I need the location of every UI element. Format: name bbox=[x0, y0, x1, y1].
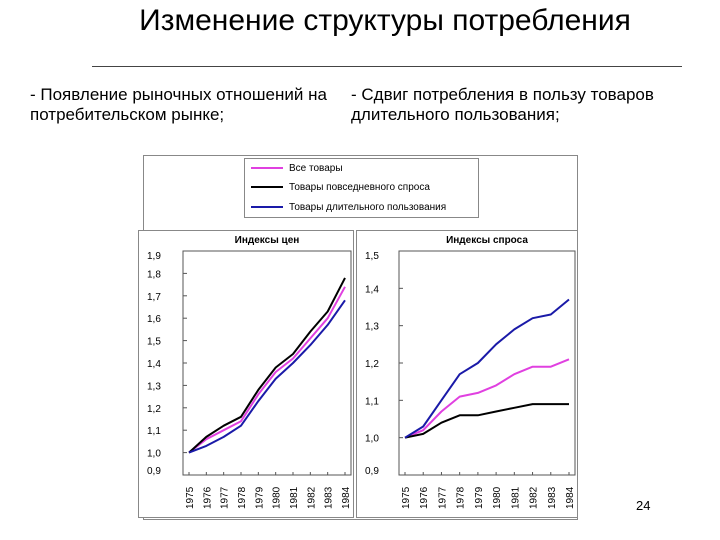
series-line-durable-goods bbox=[404, 298, 570, 439]
legend-label-everyday-goods: Товары повседневного спроса bbox=[289, 181, 430, 193]
legend-swatch-all-goods bbox=[251, 167, 283, 169]
price-index-panel: Индексы цен 0,9 1,0 1,1 1,2 1,3 1,4 1,5 1,6 1,7 1,… bbox=[138, 230, 354, 518]
x-tick-label: 1975 bbox=[185, 486, 196, 509]
x-tick-label: 1977 bbox=[220, 486, 231, 509]
plot-area bbox=[398, 250, 576, 476]
price-index-chart: Индексы цен 0,9 1,0 1,1 1,2 1,3 1,4 1,5 1,6 1,7 1,… bbox=[147, 235, 352, 509]
x-tick-label: 1981 bbox=[289, 486, 300, 509]
y-tick-label: 1,0 bbox=[147, 449, 161, 460]
y-tick-label: 1,3 bbox=[147, 381, 161, 392]
y-tick-label: 1,7 bbox=[147, 292, 161, 303]
x-tick-label: 1981 bbox=[510, 486, 521, 509]
legend-item-everyday-goods: Товары повседневного спроса bbox=[251, 179, 430, 195]
bullet-durable-goods-shift: - Сдвиг потребления в пользу товаров дли… bbox=[351, 85, 654, 124]
x-tick-label: 1979 bbox=[254, 486, 265, 509]
x-tick-label: 1982 bbox=[529, 486, 540, 509]
chart-title: Индексы спроса bbox=[446, 235, 528, 246]
y-tick-label: 1,1 bbox=[147, 426, 161, 437]
y-tick-label: 1,0 bbox=[365, 434, 379, 445]
x-tick-label: 1980 bbox=[492, 486, 503, 509]
demand-index-chart: Индексы спроса 0,9 1,0 1,1 1,2 1,3 1,4 1,5 1975 1… bbox=[365, 235, 576, 509]
legend-label-durable-goods: Товары длительного пользования bbox=[289, 201, 447, 213]
legend-item-all-goods: Все товары bbox=[251, 160, 343, 176]
x-tick-label: 1983 bbox=[324, 486, 335, 509]
chart-legend: Все товары Товары повседневного спроса Т… bbox=[244, 158, 479, 218]
y-tick-label: 1,9 bbox=[147, 251, 161, 262]
x-tick-label: 1978 bbox=[456, 486, 467, 509]
legend-swatch-everyday-goods bbox=[251, 186, 283, 188]
plot-area bbox=[182, 250, 352, 476]
x-tick-label: 1983 bbox=[547, 486, 558, 509]
legend-item-durable-goods: Товары длительного пользования bbox=[251, 199, 446, 215]
y-tick-label: 1,4 bbox=[147, 359, 161, 370]
x-tick-label: 1979 bbox=[474, 486, 485, 509]
demand-index-panel: Индексы спроса 0,9 1,0 1,1 1,2 1,3 1,4 1,5 1975 1… bbox=[356, 230, 578, 518]
x-tick-label: 1984 bbox=[341, 486, 352, 509]
y-tick-label: 1,2 bbox=[365, 359, 379, 370]
series-line-all-goods bbox=[188, 286, 346, 454]
y-tick-label: 1,1 bbox=[365, 396, 379, 407]
series-line-all-goods bbox=[404, 358, 570, 439]
y-tick-label: 1,3 bbox=[365, 322, 379, 333]
title-divider bbox=[92, 66, 682, 67]
y-tick-label: 1,2 bbox=[147, 404, 161, 415]
y-tick-label: 1,5 bbox=[147, 337, 161, 348]
x-tick-label: 1976 bbox=[419, 486, 430, 509]
y-tick-label: 1,6 bbox=[147, 314, 161, 325]
bullet-market-relations: - Появление рыночных отношений на потреб… bbox=[30, 85, 327, 124]
series-line-everyday-goods bbox=[404, 403, 569, 439]
page-number: 24 bbox=[636, 498, 651, 513]
slide-title: Изменение структуры потребления bbox=[139, 4, 631, 37]
chart-title: Индексы цен bbox=[235, 235, 300, 246]
y-tick-label: 0,9 bbox=[147, 466, 161, 477]
legend-swatch-durable-goods bbox=[251, 206, 283, 208]
y-tick-label: 1,8 bbox=[147, 269, 161, 280]
x-tick-label: 1980 bbox=[272, 486, 283, 509]
series-line-durable-goods bbox=[188, 299, 346, 454]
x-tick-label: 1984 bbox=[565, 486, 576, 509]
y-tick-label: 1,5 bbox=[365, 251, 379, 262]
x-tick-label: 1975 bbox=[401, 486, 412, 509]
x-tick-label: 1976 bbox=[202, 486, 213, 509]
x-tick-label: 1982 bbox=[306, 486, 317, 509]
legend-label-all-goods: Все товары bbox=[289, 162, 343, 174]
series-line-everyday-goods bbox=[188, 277, 346, 454]
y-tick-label: 1,4 bbox=[365, 284, 379, 295]
x-tick-label: 1978 bbox=[237, 486, 248, 509]
y-tick-label: 0,9 bbox=[365, 466, 379, 477]
x-tick-label: 1977 bbox=[437, 486, 448, 509]
